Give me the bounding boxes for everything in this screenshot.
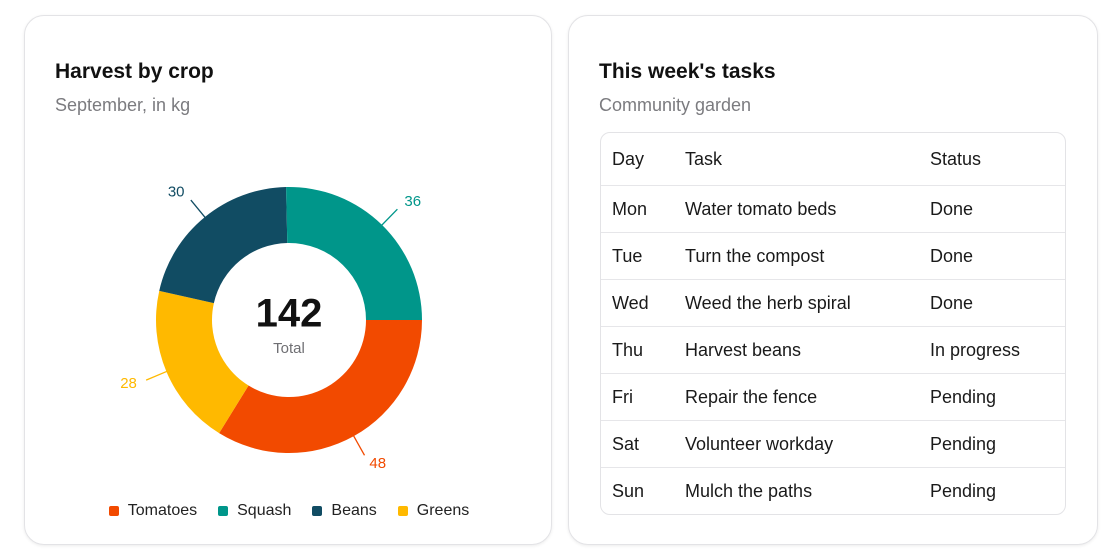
legend-label: Squash [237,502,292,519]
slice-value-labels: 48 28 30 36 [120,183,421,472]
leader-line-beans [190,199,206,219]
legend-label: Tomatoes [127,502,198,519]
task-name: Repair the fence [685,373,930,421]
legend-swatch [218,506,229,516]
table-row: Sun Mulch the paths Pending [601,467,1065,514]
donut-slice-greens [156,290,249,434]
column-header-day: Day [612,148,645,169]
task-status: Pending [930,420,1065,468]
table-row: Mon Water tomato beds Done [601,185,1065,233]
task-name: Harvest beans [685,326,930,374]
value-label-tomatoes: 48 [369,455,386,472]
table-header-row: Day Task Status [601,133,1065,186]
task-name: Turn the compost [685,232,930,280]
task-status: Done [930,185,1065,233]
legend-item-beans: Beans [312,502,377,520]
task-day: Tue [601,232,685,280]
legend-item-squash: Squash [218,502,291,520]
tasks-card-title: This week's tasks [599,60,776,83]
table-row: Sat Volunteer workday Pending [601,420,1065,468]
task-name: Volunteer workday [685,420,930,468]
leader-line-greens [145,370,168,381]
tasks-card: This week's tasks Community garden Day T… [568,15,1098,545]
tasks-card-subtitle: Community garden [599,95,752,115]
legend-item-greens: Greens [397,502,470,520]
leader-line-squash [380,208,398,227]
harvest-card-title: Harvest by crop [55,60,214,83]
task-day: Wed [601,279,685,327]
legend-swatch [108,506,119,516]
value-label-greens: 28 [120,375,137,392]
column-header-status: Status [930,148,982,169]
task-day: Thu [601,326,685,374]
donut-slice-tomatoes [219,320,422,453]
legend-item-tomatoes: Tomatoes [108,502,198,520]
task-day: Sun [601,467,685,514]
legend-swatch [312,506,323,516]
task-name: Mulch the paths [685,467,930,514]
task-status: Pending [930,467,1065,514]
column-header-task: Task [685,148,723,169]
task-status: Done [930,232,1065,280]
donut-slice-squash [286,186,422,320]
donut-slice-beans [159,187,288,304]
legend-label: Greens [416,502,470,519]
task-status: In progress [930,326,1065,374]
task-status: Pending [930,373,1065,421]
task-day: Sat [601,420,685,468]
donut-total-value: 142 [256,292,323,336]
value-label-squash: 36 [404,193,421,210]
task-day: Mon [601,185,685,233]
donut-chart: 48 28 30 36 142 Total [120,183,422,472]
table-row: Wed Weed the herb spiral Done [601,279,1065,327]
chart-legend: Tomatoes Squash Beans Greens [25,502,553,520]
table-row: Thu Harvest beans In progress [601,326,1065,374]
table-row: Tue Turn the compost Done [601,232,1065,280]
legend-label: Beans [331,502,377,519]
task-status: Done [930,279,1065,327]
donut-total-label: Total [273,340,305,357]
value-label-beans: 30 [168,183,185,200]
legend-swatch [397,506,408,516]
leader-line-tomatoes [352,434,366,456]
task-day: Fri [601,373,685,421]
task-name: Weed the herb spiral [685,279,930,327]
task-name: Water tomato beds [685,185,930,233]
table-row: Fri Repair the fence Pending [601,373,1065,421]
harvest-card-subtitle: September, in kg [55,95,191,115]
harvest-card: Harvest by crop September, in kg 48 28 30 3… [24,15,552,545]
tasks-table: Day Task Status Mon Water tomato beds Do… [600,132,1066,515]
slice-leader-lines [145,199,398,456]
donut-slices [156,186,422,453]
